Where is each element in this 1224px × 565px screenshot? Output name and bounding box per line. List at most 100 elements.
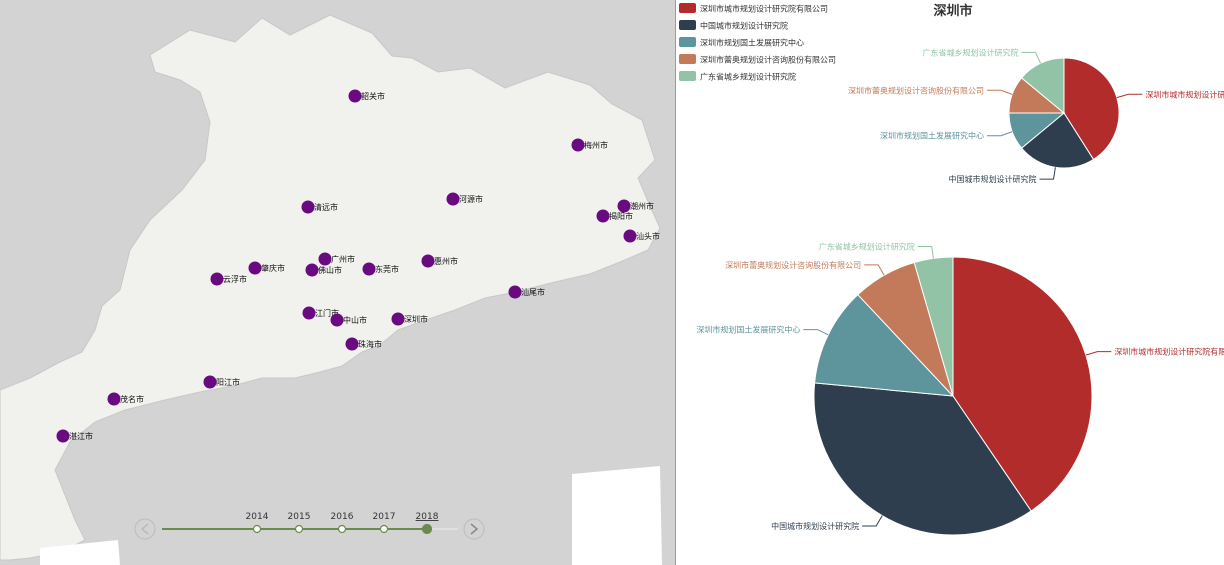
city-label: 揭阳市 bbox=[609, 211, 633, 221]
pie-label: 广东省城乡规划设计研究院 bbox=[922, 47, 1018, 57]
pie-slice bbox=[814, 293, 955, 397]
city-marker[interactable] bbox=[210, 272, 224, 286]
city-marker[interactable] bbox=[391, 312, 405, 326]
pie-label: 深圳市蕾奥规划设计咨询股份有限公司 bbox=[725, 260, 861, 270]
pie-label-line bbox=[1021, 51, 1042, 64]
timeline-prev-button[interactable] bbox=[134, 518, 156, 540]
timeline-point[interactable] bbox=[421, 523, 433, 535]
timeline-year-label[interactable]: 2016 bbox=[331, 512, 354, 522]
legend-swatch[interactable] bbox=[679, 20, 696, 30]
pie-label-line bbox=[1116, 93, 1143, 99]
city-label: 湛江市 bbox=[69, 431, 93, 441]
legend-swatch[interactable] bbox=[679, 71, 696, 81]
city-marker[interactable] bbox=[318, 252, 332, 266]
legend-swatch[interactable] bbox=[679, 3, 696, 13]
pie-label: 深圳市城市规划设计研究院有限 bbox=[1114, 347, 1224, 357]
legend-swatch[interactable] bbox=[679, 54, 696, 64]
legend-item[interactable]: 深圳市蕾奥规划设计咨询股份有限公司 bbox=[700, 55, 836, 65]
chevron-right-icon bbox=[470, 523, 479, 535]
chart-panel: 深圳市 深圳市城市规划设计研究院有限公司 中国城市规划设计研究院 深圳市规划国土发展… bbox=[676, 0, 1224, 565]
city-label: 云浮市 bbox=[223, 274, 247, 284]
city-marker[interactable] bbox=[345, 337, 359, 351]
city-marker[interactable] bbox=[107, 392, 121, 406]
city-label: 河源市 bbox=[459, 194, 483, 204]
pie-charts: 深圳市 深圳市城市规划设计研究院有限公司中国城市规划设计研究院深圳市规划国土发展… bbox=[679, 3, 1224, 536]
panel-divider bbox=[675, 0, 676, 565]
timeline-next-button[interactable] bbox=[463, 518, 485, 540]
city-label: 汕尾市 bbox=[521, 287, 545, 297]
ocean-white-patch bbox=[572, 466, 662, 565]
pie-label-line bbox=[864, 264, 885, 276]
pie-chart-small: 深圳市城市规划设计研究中国城市规划设计研究院 深圳市规划国土发展研究中心 深圳市蕾奥… bbox=[848, 47, 1224, 184]
pie-slice bbox=[913, 256, 954, 397]
legend-item[interactable]: 中国城市规划设计研究院 bbox=[700, 21, 788, 31]
city-label: 潮州市 bbox=[630, 201, 654, 211]
city-label: 东莞市 bbox=[375, 264, 399, 274]
city-marker[interactable] bbox=[596, 209, 610, 223]
legend-item[interactable]: 深圳市规划国土发展研究中心 bbox=[700, 38, 804, 48]
city-marker[interactable] bbox=[421, 254, 435, 268]
chart-title: 深圳市 bbox=[933, 3, 972, 19]
timeline-point[interactable] bbox=[337, 524, 347, 534]
city-label: 佛山市 bbox=[318, 265, 342, 275]
timeline-point[interactable] bbox=[294, 524, 304, 534]
timeline[interactable]: 2014 2015 2016 2017 2018 bbox=[134, 512, 485, 540]
city-marker[interactable] bbox=[623, 229, 637, 243]
city-marker[interactable] bbox=[302, 306, 316, 320]
pie-label-line bbox=[917, 246, 934, 259]
legend-swatch[interactable] bbox=[679, 37, 696, 47]
city-label: 肇庆市 bbox=[261, 263, 285, 273]
legend[interactable]: 深圳市城市规划设计研究院有限公司中国城市规划设计研究院深圳市规划国土发展研究中心… bbox=[679, 3, 836, 82]
timeline-year-label[interactable]: 2017 bbox=[373, 512, 396, 522]
city-marker[interactable] bbox=[348, 89, 362, 103]
city-marker[interactable] bbox=[248, 261, 262, 275]
pie-label-line bbox=[862, 515, 883, 527]
city-label: 深圳市 bbox=[404, 314, 428, 324]
timeline-year-label[interactable]: 2014 bbox=[246, 512, 269, 522]
city-marker[interactable] bbox=[617, 199, 631, 213]
city-marker[interactable] bbox=[301, 200, 315, 214]
city-label: 中山市 bbox=[343, 315, 367, 325]
pie-slice bbox=[1020, 112, 1095, 169]
city-label: 汕头市 bbox=[636, 231, 660, 241]
legend-item[interactable]: 广东省城乡规划设计研究院 bbox=[700, 72, 796, 82]
timeline-year-label[interactable]: 2018 bbox=[416, 512, 439, 522]
pie-label-line bbox=[1085, 351, 1112, 356]
city-label: 阳江市 bbox=[216, 377, 240, 387]
pie-slice bbox=[952, 256, 1093, 512]
city-label: 江门市 bbox=[315, 308, 339, 318]
pie-label: 深圳市规划国土发展研究中心 bbox=[696, 325, 800, 335]
city-marker[interactable] bbox=[56, 429, 70, 443]
city-label: 珠海市 bbox=[358, 339, 382, 349]
city-marker[interactable] bbox=[203, 375, 217, 389]
city-label: 茂名市 bbox=[120, 394, 144, 404]
pie-label-line bbox=[986, 131, 1013, 137]
pie-label: 中国城市规划设计研究院 bbox=[949, 174, 1037, 184]
city-marker[interactable] bbox=[305, 263, 319, 277]
pie-label-line bbox=[986, 89, 1013, 95]
ocean-white-patch-2 bbox=[40, 540, 120, 565]
pie-label: 中国城市规划设计研究院 bbox=[771, 521, 859, 531]
city-marker[interactable] bbox=[446, 192, 460, 206]
pie-label: 深圳市蕾奥规划设计咨询股份有限公司 bbox=[848, 85, 984, 95]
chevron-left-icon bbox=[140, 523, 149, 535]
pie-label: 深圳市城市规划设计研究 bbox=[1145, 89, 1224, 99]
city-label: 惠州市 bbox=[434, 256, 458, 266]
city-label: 清远市 bbox=[314, 202, 338, 212]
timeline-point[interactable] bbox=[252, 524, 262, 534]
city-label: 韶关市 bbox=[361, 91, 385, 101]
pie-label-line bbox=[1039, 167, 1056, 180]
map-panel[interactable]: 韶关市 梅州市 河源市 清远市 潮州市 揭阳市 汕头市 广州市 肇庆市 佛山市 东莞市 惠州市 云浮市汕… bbox=[0, 0, 676, 565]
city-marker[interactable] bbox=[508, 285, 522, 299]
city-marker[interactable] bbox=[571, 138, 585, 152]
pie-label: 广东省城乡规划设计研究院 bbox=[819, 242, 915, 252]
city-marker[interactable] bbox=[362, 262, 376, 276]
legend-item[interactable]: 深圳市城市规划设计研究院有限公司 bbox=[700, 4, 828, 14]
timeline-point[interactable] bbox=[379, 524, 389, 534]
city-marker[interactable] bbox=[330, 313, 344, 327]
city-label: 梅州市 bbox=[584, 140, 608, 150]
timeline-year-label[interactable]: 2015 bbox=[288, 512, 311, 522]
